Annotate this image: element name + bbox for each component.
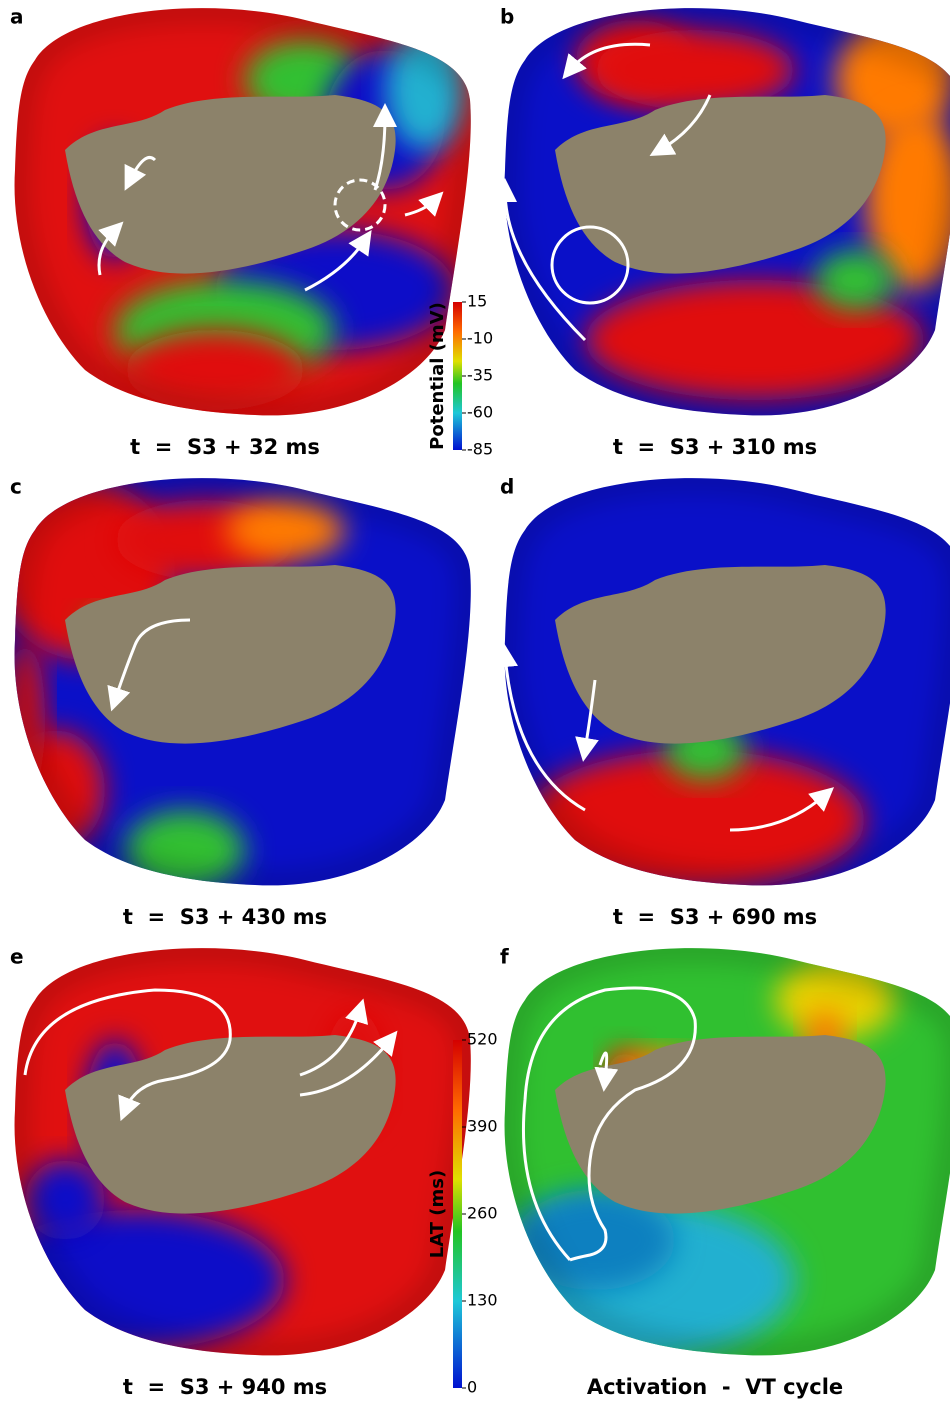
- scar: [555, 1035, 886, 1214]
- colorbar-title: Potential (mV): [427, 302, 448, 450]
- arrow: [304, 230, 372, 292]
- scar: [65, 1035, 396, 1214]
- colorbar: [453, 302, 462, 450]
- scar: [65, 95, 396, 274]
- panel-letter: d: [500, 475, 514, 499]
- colorbar-tick-label: -10: [467, 329, 493, 348]
- panel: [504, 948, 950, 1356]
- arrow: [97, 221, 124, 276]
- scar: [555, 95, 886, 274]
- panel-caption: t = S3 + 690 ms: [613, 905, 817, 929]
- panel: [14, 8, 471, 416]
- arrow: [494, 643, 586, 812]
- panel-letter: a: [10, 5, 24, 29]
- colorbar-tick-label: 130: [467, 1291, 498, 1310]
- scar: [65, 565, 396, 744]
- arrow: [562, 42, 651, 80]
- potential-region: [595, 30, 795, 110]
- panel-letter: c: [10, 475, 22, 499]
- colorbar-tick-label: -60: [467, 403, 493, 422]
- colorbar-title: LAT (ms): [427, 1170, 448, 1258]
- panel: [14, 948, 471, 1356]
- arrow: [575, 679, 599, 762]
- panel-caption: t = S3 + 310 ms: [613, 435, 817, 459]
- arrow: [299, 1030, 398, 1097]
- scar: [555, 565, 886, 744]
- panel: [493, 8, 950, 416]
- panel-letter: b: [500, 5, 514, 29]
- marker-circle: [550, 225, 630, 305]
- panel-caption: t = S3 + 430 ms: [123, 905, 327, 929]
- circuit: [521, 986, 697, 1262]
- arrow: [372, 103, 397, 191]
- marker-circle: [333, 178, 387, 232]
- arrow: [299, 998, 369, 1077]
- arrow: [404, 191, 444, 217]
- colorbar-tick-label: 260: [467, 1204, 498, 1223]
- panel: [494, 478, 950, 886]
- colorbar-tick-label: 0: [467, 1378, 477, 1397]
- potential-region: [815, 250, 895, 310]
- panel-caption: t = S3 + 940 ms: [123, 1375, 327, 1399]
- arrow: [729, 787, 835, 832]
- colorbar-tick-label: 15: [467, 292, 487, 311]
- arrow: [23, 988, 232, 1122]
- panel-letter: e: [10, 945, 24, 969]
- field: [504, 8, 950, 416]
- panel: [14, 478, 471, 886]
- arrow: [124, 156, 157, 191]
- panel-caption: Activation - VT cycle: [587, 1375, 843, 1399]
- colorbar: [453, 1040, 462, 1388]
- potential-region: [225, 500, 345, 560]
- colorbar-tick-label: -85: [467, 440, 493, 459]
- potential-region: [515, 1190, 675, 1290]
- potential-region: [585, 280, 925, 400]
- panel-letter: f: [500, 945, 509, 969]
- colorbar-tick-label: 520: [467, 1030, 498, 1049]
- colorbar-tick-label: -35: [467, 366, 493, 385]
- arrow: [649, 94, 712, 156]
- colorbar-tick-label: 390: [467, 1117, 498, 1136]
- arrow: [594, 1051, 619, 1092]
- panel-caption: t = S3 + 32 ms: [130, 435, 320, 459]
- arrow: [107, 618, 191, 712]
- potential-region: [125, 330, 305, 410]
- arrow: [493, 178, 587, 342]
- potential-region: [25, 1160, 105, 1240]
